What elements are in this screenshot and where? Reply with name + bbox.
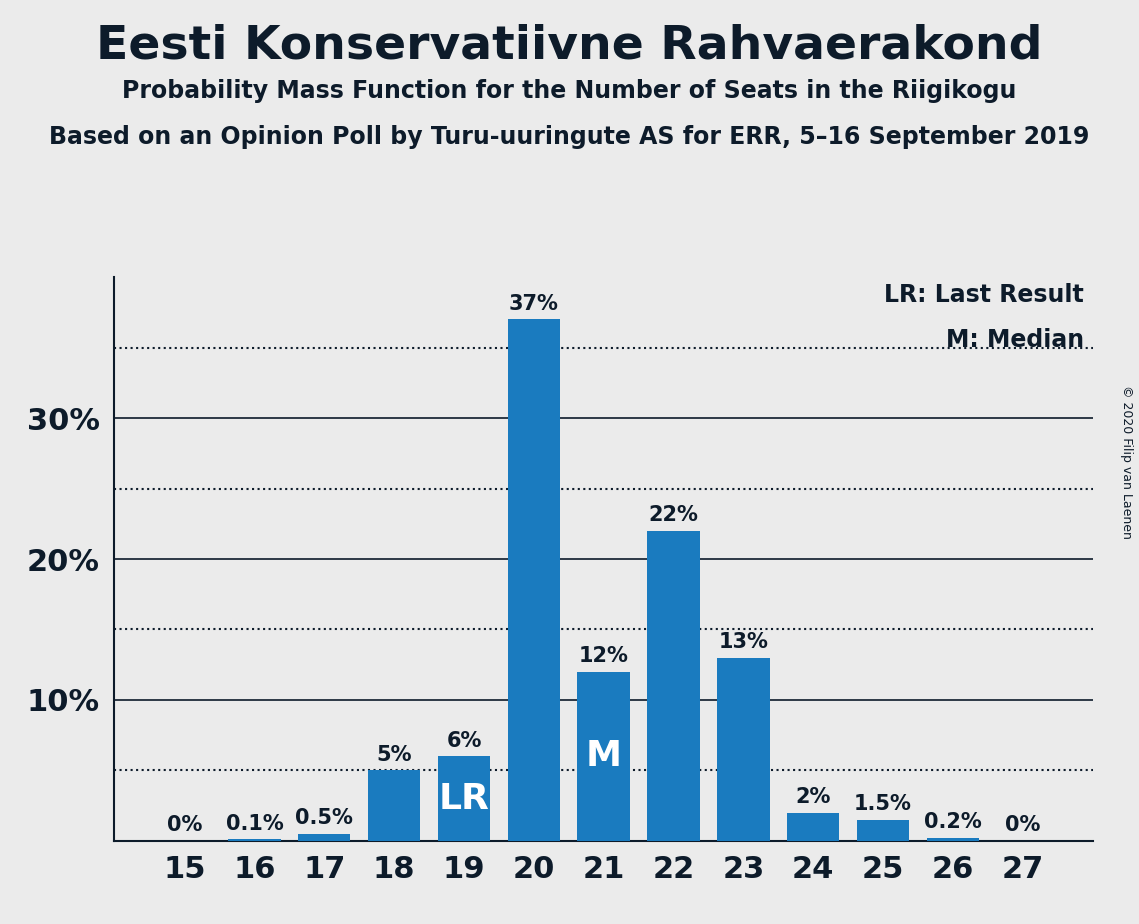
Bar	[228, 839, 280, 841]
Text: M: M	[585, 739, 622, 773]
Text: Eesti Konservatiivne Rahvaerakond: Eesti Konservatiivne Rahvaerakond	[97, 23, 1042, 68]
Bar	[787, 813, 839, 841]
Bar	[857, 820, 909, 841]
Bar	[718, 658, 770, 841]
Bar	[368, 771, 420, 841]
Text: Based on an Opinion Poll by Turu-uuringute AS for ERR, 5–16 September 2019: Based on an Opinion Poll by Turu-uuringu…	[49, 125, 1090, 149]
Text: 37%: 37%	[509, 294, 559, 314]
Text: Probability Mass Function for the Number of Seats in the Riigikogu: Probability Mass Function for the Number…	[122, 79, 1017, 103]
Bar	[298, 833, 351, 841]
Bar	[927, 838, 980, 841]
Text: LR: LR	[439, 782, 490, 816]
Text: 5%: 5%	[376, 745, 412, 765]
Text: 1.5%: 1.5%	[854, 794, 912, 814]
Text: 0.2%: 0.2%	[924, 812, 982, 833]
Text: 0%: 0%	[167, 815, 203, 835]
Text: © 2020 Filip van Laenen: © 2020 Filip van Laenen	[1121, 385, 1133, 539]
Text: 13%: 13%	[719, 632, 769, 652]
Text: 0%: 0%	[1005, 815, 1040, 835]
Text: 6%: 6%	[446, 731, 482, 750]
Text: M: Median: M: Median	[945, 328, 1083, 352]
Bar	[577, 672, 630, 841]
Text: 0.1%: 0.1%	[226, 814, 284, 833]
Text: 12%: 12%	[579, 646, 629, 666]
Text: LR: Last Result: LR: Last Result	[884, 283, 1083, 307]
Text: 22%: 22%	[648, 505, 698, 525]
Text: 0.5%: 0.5%	[295, 808, 353, 828]
Bar	[437, 756, 490, 841]
Bar	[647, 530, 699, 841]
Text: 2%: 2%	[795, 787, 830, 807]
Bar	[508, 320, 560, 841]
